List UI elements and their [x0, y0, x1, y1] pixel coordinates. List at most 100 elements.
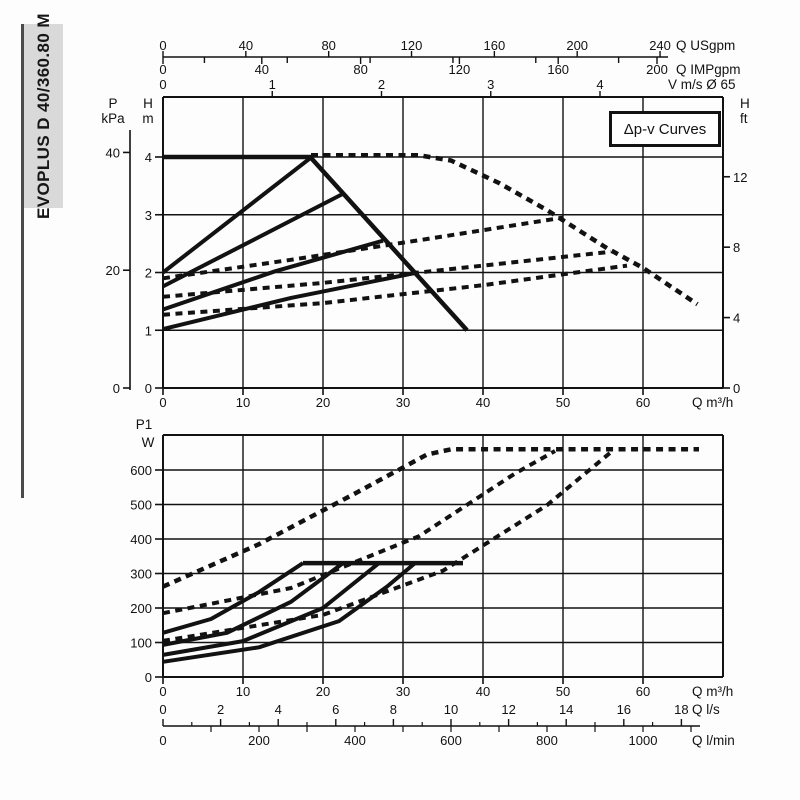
p-kpa-axis-title: P — [108, 96, 117, 111]
q-ls-unit-label: Q l/s — [692, 702, 720, 717]
h-m-tick-label: 3 — [145, 208, 152, 223]
q-m3h-tick-label: 60 — [636, 395, 650, 410]
usgpm-tick-label: 160 — [484, 38, 506, 53]
curve-dpv-single-1 — [161, 156, 312, 275]
impgpm-tick-label: 40 — [255, 62, 269, 77]
impgpm-tick-label: 160 — [547, 62, 569, 77]
curve-power-single-4 — [162, 561, 417, 664]
velocity-unit-label: V m/s Ø 65 — [668, 77, 736, 92]
curve-power-parallel-3 — [162, 450, 613, 643]
q-lmin-tick-label: 400 — [344, 733, 366, 748]
q-m3h-tick-label: 50 — [556, 684, 570, 699]
q-lmin-unit-label: Q l/min — [692, 733, 735, 748]
p1-w-axis-title: W — [142, 435, 155, 450]
q-m3h-tick-label: 40 — [476, 395, 490, 410]
p1-w-axis-title: P1 — [136, 417, 153, 432]
q-lmin-tick-label: 0 — [159, 733, 166, 748]
q-m3h-unit-label: Q m³/h — [692, 684, 733, 699]
h-m-tick-label: 1 — [145, 323, 152, 338]
usgpm-tick-label: 240 — [649, 38, 671, 53]
curve-dpv-parallel-2 — [162, 249, 612, 299]
curve-power-single-2 — [162, 561, 345, 647]
curve-power-single-3 — [162, 561, 381, 657]
h-m-axis-title: H — [143, 96, 153, 111]
q-ls-tick-label: 0 — [159, 702, 166, 717]
p1-w-tick-label: 0 — [145, 670, 152, 685]
h-m-tick-label: 0 — [145, 381, 152, 396]
q-m3h-tick-label: 40 — [476, 684, 490, 699]
curve-dpv-single-4 — [162, 270, 418, 332]
p-kpa-tick-label: 0 — [113, 381, 120, 396]
curve-dpv-parallel-3 — [162, 263, 628, 317]
p-kpa-tick-label: 40 — [106, 145, 120, 160]
p1-w-tick-label: 200 — [130, 601, 152, 616]
curve-dpv-parallel-1 — [162, 215, 564, 281]
dpv-curves-legend-label: Δp-v Curves — [623, 120, 707, 138]
p-kpa-axis-title: kPa — [101, 111, 125, 126]
impgpm-tick-label: 200 — [646, 62, 668, 77]
p1-w-tick-label: 400 — [130, 532, 152, 547]
h-m-tick-label: 2 — [145, 266, 152, 281]
impgpm-tick-label: 0 — [159, 62, 166, 77]
sidebar-model-tab: EVOPLUS D 40/360.80 M — [24, 13, 63, 219]
h-ft-tick-label: 0 — [733, 381, 740, 396]
velocity-tick-label: 4 — [596, 77, 603, 92]
q-ls-tick-label: 10 — [444, 702, 458, 717]
usgpm-tick-label: 0 — [159, 38, 166, 53]
impgpm-tick-label: 120 — [449, 62, 471, 77]
curve-power-parallel-2 — [162, 449, 556, 616]
velocity-tick-label: 2 — [378, 77, 385, 92]
p1-w-tick-label: 300 — [130, 567, 152, 582]
q-m3h-tick-label: 0 — [159, 395, 166, 410]
q-m3h-tick-label: 10 — [236, 684, 250, 699]
h-ft-axis-title: H — [740, 96, 750, 111]
q-lmin-tick-label: 600 — [440, 733, 462, 748]
h-m-axis-title: m — [142, 111, 153, 126]
q-m3h-tick-label: 20 — [316, 684, 330, 699]
q-m3h-tick-label: 0 — [159, 684, 166, 699]
dpv-curves-legend: Δp-v Curves — [609, 111, 721, 147]
h-ft-tick-label: 8 — [733, 240, 740, 255]
q-ls-tick-label: 16 — [617, 702, 631, 717]
curve-dpv-single-2 — [162, 191, 345, 289]
curve-dpv-single-3 — [162, 238, 384, 312]
usgpm-tick-label: 80 — [321, 38, 335, 53]
q-ls-tick-label: 12 — [501, 702, 515, 717]
p1-w-tick-label: 600 — [130, 463, 152, 478]
model-title: EVOPLUS D 40/360.80 M — [33, 13, 53, 219]
h-ft-tick-label: 12 — [733, 170, 747, 185]
velocity-tick-label: 1 — [269, 77, 276, 92]
usgpm-tick-label: 40 — [239, 38, 253, 53]
q-ls-tick-label: 6 — [332, 702, 339, 717]
h-ft-axis-title: ft — [740, 111, 748, 126]
velocity-tick-label: 0 — [159, 77, 166, 92]
q-ls-tick-label: 8 — [390, 702, 397, 717]
q-lmin-tick-label: 1000 — [629, 733, 658, 748]
sidebar-rule — [21, 24, 24, 498]
q-ls-tick-label: 18 — [674, 702, 688, 717]
q-m3h-tick-label: 50 — [556, 395, 570, 410]
usgpm-unit-label: Q USgpm — [676, 38, 735, 53]
q-m3h-tick-label: 30 — [396, 395, 410, 410]
q-ls-tick-label: 4 — [275, 702, 282, 717]
impgpm-tick-label: 80 — [353, 62, 367, 77]
p-kpa-tick-label: 20 — [106, 263, 120, 278]
q-m3h-unit-label: Q m³/h — [692, 395, 733, 410]
usgpm-tick-label: 200 — [566, 38, 588, 53]
q-m3h-tick-label: 20 — [316, 395, 330, 410]
curve-power-parallel-max — [162, 447, 699, 589]
q-lmin-tick-label: 800 — [536, 733, 558, 748]
velocity-tick-label: 3 — [487, 77, 494, 92]
h-ft-tick-label: 4 — [733, 311, 740, 326]
q-lmin-tick-label: 200 — [248, 733, 270, 748]
q-m3h-tick-label: 60 — [636, 684, 650, 699]
q-m3h-tick-label: 30 — [396, 684, 410, 699]
p1-w-tick-label: 500 — [130, 498, 152, 513]
usgpm-tick-label: 120 — [401, 38, 423, 53]
h-m-tick-label: 4 — [145, 150, 152, 165]
curve-max-speed-parallel — [311, 153, 699, 307]
curve-power-single-1 — [162, 561, 305, 635]
p1-w-tick-label: 100 — [130, 636, 152, 651]
